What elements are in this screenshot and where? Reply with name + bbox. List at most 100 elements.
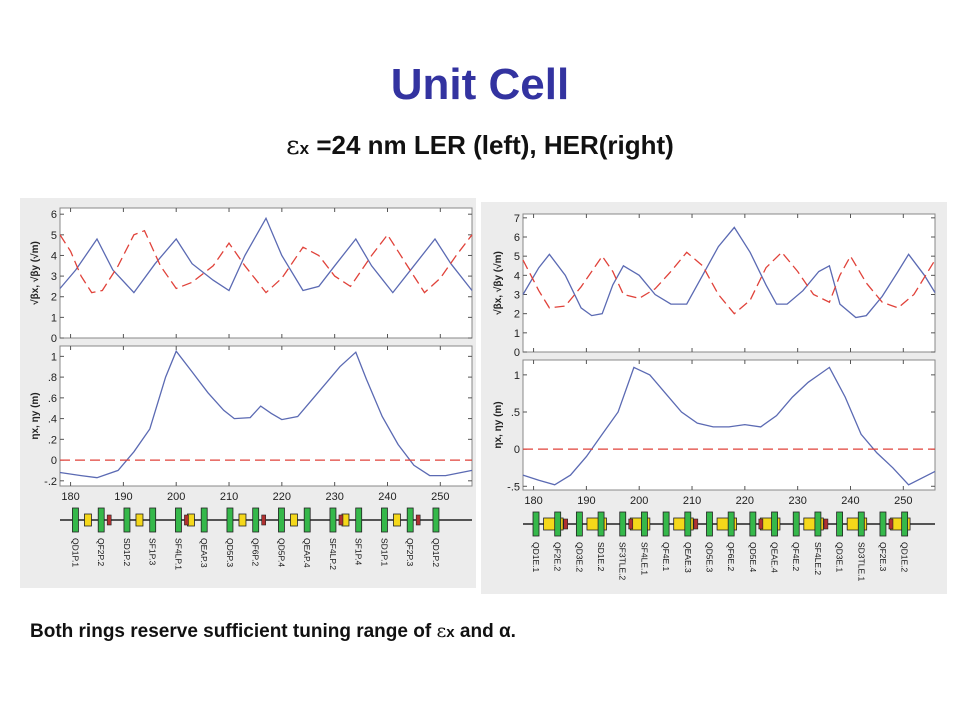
ler-quad-magnet <box>72 507 79 533</box>
ler-eta-ylabel: ηx, ηy (m) <box>30 392 41 439</box>
her-beta-frame <box>522 213 936 353</box>
her-lattice-label: SF4LE.1 <box>639 542 649 575</box>
ler-beta-ytick-label: 5 <box>51 230 57 242</box>
her-quad-magnet <box>749 511 757 537</box>
her-beta-series-x <box>522 226 936 319</box>
ler-quad-magnet <box>252 507 260 533</box>
ler-lattice-label: QF2P.3 <box>405 538 415 566</box>
her-beta-ytick-label: 6 <box>514 232 520 244</box>
ler-xtick-label: 240 <box>378 491 396 503</box>
her-quad-magnet <box>641 511 648 537</box>
ler-eta-ytick-label: -.2 <box>44 476 57 488</box>
ler-lattice-label: SF4LP.2 <box>328 538 338 570</box>
her-plot-panel: 0 1 2 3 4 5 6 7 √βx, √βy (√m) -.5 0 .5 1 ηx, ηy (m) 18… <box>481 202 947 594</box>
ler-beta-ytick-label: 2 <box>51 292 57 304</box>
ler-bend-magnet <box>84 513 92 527</box>
her-eta-ylabel: ηx, ηy (m) <box>493 401 504 448</box>
her-beta-ytick-label: 5 <box>514 251 520 263</box>
ler-quad-magnet <box>278 507 285 533</box>
ler-xtick-label: 210 <box>220 491 238 503</box>
her-lattice-label: QD3E.2 <box>574 542 584 573</box>
her-quad-magnet <box>857 511 865 537</box>
her-xtick-label: 230 <box>788 495 806 507</box>
her-eta-ytick-label: 0 <box>514 444 520 456</box>
ler-chart: 0 1 2 3 4 5 6 √βx, √βy (√m) -.2 0 .2 .4 .6 .8 1 ηx, ηy … <box>30 207 473 570</box>
her-quad-magnet <box>619 511 627 537</box>
ler-beta-ytick-label: 3 <box>51 271 57 283</box>
her-lattice-label: QF2E.2 <box>553 542 563 572</box>
her-beta-ytick-label: 3 <box>514 290 520 302</box>
her-beta-ytick-label: 1 <box>514 328 520 340</box>
ler-quad-magnet <box>97 507 105 533</box>
her-corrector-magnet <box>693 518 699 530</box>
ler-lattice-label: QEAP.3 <box>199 538 209 568</box>
her-xtick-label: 190 <box>577 495 595 507</box>
ler-eta-series-x <box>59 349 473 479</box>
ler-bend-magnet <box>290 513 298 527</box>
ler-quad-magnet <box>355 507 363 533</box>
footnote-prefix: Both rings reserve sufficient tuning ran… <box>30 621 437 642</box>
ler-quad-magnet <box>226 507 234 533</box>
ler-eta-ytick-label: 0 <box>51 455 57 467</box>
her-corrector-magnet <box>888 518 894 530</box>
ler-beta-series-x <box>59 216 473 294</box>
her-quad-magnet <box>706 511 713 537</box>
ler-eta-ytick-label: .6 <box>48 393 57 405</box>
ler-xtick-label: 220 <box>273 491 291 503</box>
subtitle-text: =24 nm LER (left), HER(right) <box>309 130 674 160</box>
her-xtick-label: 220 <box>736 495 754 507</box>
ler-eta-ytick-label: .4 <box>48 414 57 426</box>
ler-lattice-label: SD1P.2 <box>122 538 132 566</box>
her-quad-magnet <box>662 511 670 537</box>
ler-eta-ytick-label: .8 <box>48 372 57 384</box>
ler-quad-magnet <box>329 507 337 533</box>
her-beta-ytick-label: 7 <box>514 213 520 225</box>
ler-lattice-label: QD5P.3 <box>225 538 235 567</box>
her-beta-ylabel: √βx, √βy (√m) <box>493 251 504 315</box>
ler-bend-magnet <box>135 513 144 527</box>
ler-lattice-label: SF4LP.1 <box>173 538 183 570</box>
her-corrector-magnet <box>758 518 764 530</box>
epsilon-subscript: x <box>299 139 310 158</box>
page-title: Unit Cell <box>390 60 570 109</box>
ler-xtick-label: 190 <box>114 491 132 503</box>
her-quad-magnet <box>814 511 822 537</box>
her-quad-magnet <box>879 511 887 537</box>
her-xtick-label: 200 <box>630 495 648 507</box>
her-eta-ytick-label: .5 <box>511 407 520 419</box>
ler-quad-magnet <box>406 507 414 533</box>
her-xtick-label: 180 <box>524 495 542 507</box>
her-lattice-label: QD1E.1 <box>531 542 541 573</box>
her-xtick-label: 240 <box>841 495 859 507</box>
her-quad-magnet <box>554 511 562 537</box>
ler-eta-ytick-label: .2 <box>48 434 57 446</box>
her-eta-frame <box>522 359 936 491</box>
ler-lattice-label: QF6P.2 <box>251 538 261 566</box>
her-eta-ytick-label: -.5 <box>507 481 520 493</box>
her-lattice-label: QD3E.1 <box>835 542 845 573</box>
her-lattice-label: QF4E.1 <box>661 542 671 572</box>
ler-corrector-magnet <box>261 514 266 526</box>
ler-quad-magnet <box>123 507 131 533</box>
ler-lattice-label: QF2P.2 <box>96 538 106 566</box>
her-beta-series-y <box>522 251 936 315</box>
ler-bend-magnet <box>393 513 401 527</box>
her-lattice-label: SF4LE.2 <box>813 542 823 575</box>
ler-lattice-label: QD1P.2 <box>431 538 441 567</box>
ler-lattice-label: QD5P.4 <box>276 538 286 567</box>
ler-quad-magnet <box>432 507 440 533</box>
her-lattice-label: QEAE.4 <box>770 542 780 573</box>
her-quad-magnet <box>727 511 735 537</box>
ler-corrector-magnet <box>415 514 421 526</box>
ler-quad-magnet <box>175 507 182 533</box>
ler-lattice-label: SF1P.4 <box>354 538 364 566</box>
her-beta-ytick-label: 4 <box>514 270 520 282</box>
her-quad-magnet <box>771 511 778 537</box>
her-lattice-label: QF4E.2 <box>791 542 801 572</box>
ler-eta-frame <box>59 345 473 487</box>
ler-quad-magnet <box>149 507 157 533</box>
ler-corrector-magnet <box>106 514 112 526</box>
her-lattice-label: SD3TLE.1 <box>856 542 866 581</box>
ler-beta-frame <box>59 207 473 339</box>
her-xtick-label: 210 <box>683 495 701 507</box>
